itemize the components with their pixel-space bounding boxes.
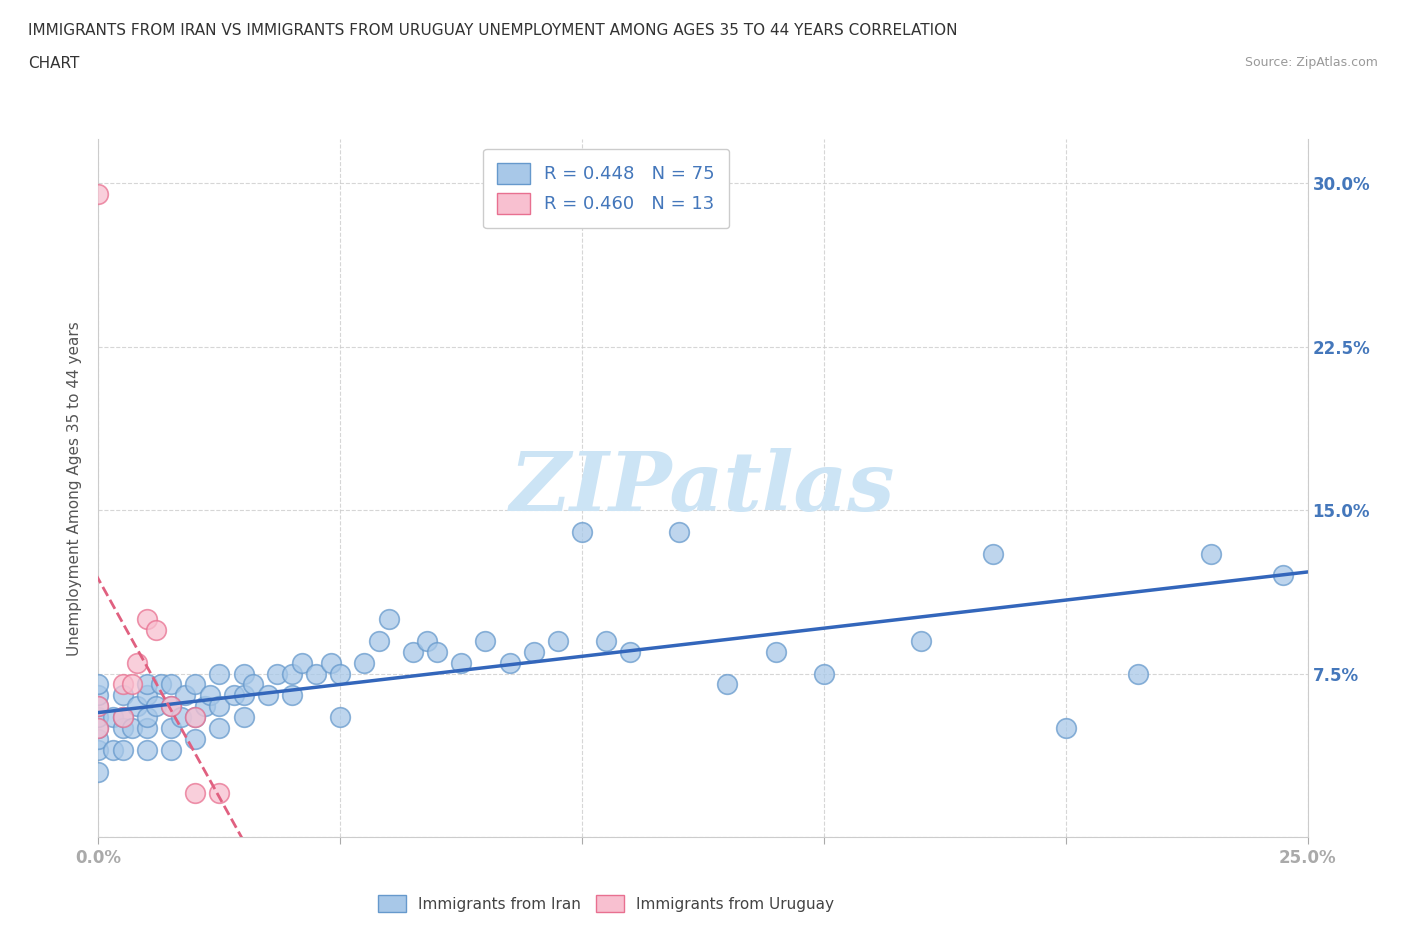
Point	[174, 688, 197, 703]
Point	[319, 656, 342, 671]
Point	[416, 633, 439, 648]
Point	[222, 688, 245, 703]
Point	[232, 666, 254, 681]
Point	[160, 698, 183, 713]
Point	[232, 688, 254, 703]
Point	[135, 742, 157, 757]
Text: IMMIGRANTS FROM IRAN VS IMMIGRANTS FROM URUGUAY UNEMPLOYMENT AMONG AGES 35 TO 44: IMMIGRANTS FROM IRAN VS IMMIGRANTS FROM …	[28, 23, 957, 38]
Point	[208, 698, 231, 713]
Point	[87, 187, 110, 202]
Point	[266, 666, 288, 681]
Point	[256, 688, 278, 703]
Point	[87, 688, 110, 703]
Point	[160, 698, 183, 713]
Point	[135, 612, 157, 627]
Point	[87, 698, 110, 713]
Point	[184, 786, 207, 801]
Text: Source: ZipAtlas.com: Source: ZipAtlas.com	[1244, 56, 1378, 69]
Point	[765, 644, 787, 659]
Point	[135, 677, 157, 692]
Legend: Immigrants from Iran, Immigrants from Uruguay: Immigrants from Iran, Immigrants from Ur…	[371, 887, 842, 920]
Point	[619, 644, 641, 659]
Point	[87, 677, 110, 692]
Point	[101, 742, 124, 757]
Point	[198, 688, 221, 703]
Point	[87, 721, 110, 736]
Point	[716, 677, 738, 692]
Point	[111, 688, 134, 703]
Point	[184, 732, 207, 747]
Point	[150, 677, 173, 692]
Point	[910, 633, 932, 648]
Point	[160, 742, 183, 757]
Text: CHART: CHART	[28, 56, 80, 71]
Point	[813, 666, 835, 681]
Point	[377, 612, 399, 627]
Point	[87, 698, 110, 713]
Point	[87, 732, 110, 747]
Point	[242, 677, 264, 692]
Point	[111, 721, 134, 736]
Point	[111, 677, 134, 692]
Point	[450, 656, 472, 671]
Point	[160, 677, 183, 692]
Point	[87, 764, 110, 779]
Point	[160, 721, 183, 736]
Point	[87, 742, 110, 757]
Point	[402, 644, 425, 659]
Point	[208, 721, 231, 736]
Point	[668, 525, 690, 539]
Y-axis label: Unemployment Among Ages 35 to 44 years: Unemployment Among Ages 35 to 44 years	[67, 321, 83, 656]
Point	[184, 710, 207, 724]
Point	[1272, 568, 1295, 583]
Point	[135, 710, 157, 724]
Point	[127, 698, 149, 713]
Point	[208, 786, 231, 801]
Point	[281, 688, 304, 703]
Point	[368, 633, 391, 648]
Point	[426, 644, 449, 659]
Point	[353, 656, 375, 671]
Point	[127, 656, 149, 671]
Point	[208, 666, 231, 681]
Point	[1199, 546, 1222, 561]
Point	[474, 633, 496, 648]
Point	[194, 698, 217, 713]
Point	[87, 721, 110, 736]
Point	[169, 710, 191, 724]
Point	[329, 666, 352, 681]
Point	[135, 688, 157, 703]
Point	[329, 710, 352, 724]
Point	[1128, 666, 1150, 681]
Point	[1054, 721, 1077, 736]
Point	[547, 633, 569, 648]
Point	[281, 666, 304, 681]
Text: ZIPatlas: ZIPatlas	[510, 448, 896, 528]
Point	[595, 633, 617, 648]
Point	[184, 710, 207, 724]
Point	[571, 525, 593, 539]
Point	[121, 677, 143, 692]
Point	[111, 710, 134, 724]
Point	[111, 710, 134, 724]
Point	[145, 698, 167, 713]
Point	[184, 677, 207, 692]
Point	[101, 710, 124, 724]
Point	[135, 721, 157, 736]
Point	[305, 666, 328, 681]
Point	[232, 710, 254, 724]
Point	[498, 656, 520, 671]
Point	[981, 546, 1004, 561]
Point	[523, 644, 546, 659]
Point	[145, 622, 167, 637]
Point	[87, 710, 110, 724]
Point	[111, 742, 134, 757]
Point	[121, 721, 143, 736]
Point	[290, 656, 312, 671]
